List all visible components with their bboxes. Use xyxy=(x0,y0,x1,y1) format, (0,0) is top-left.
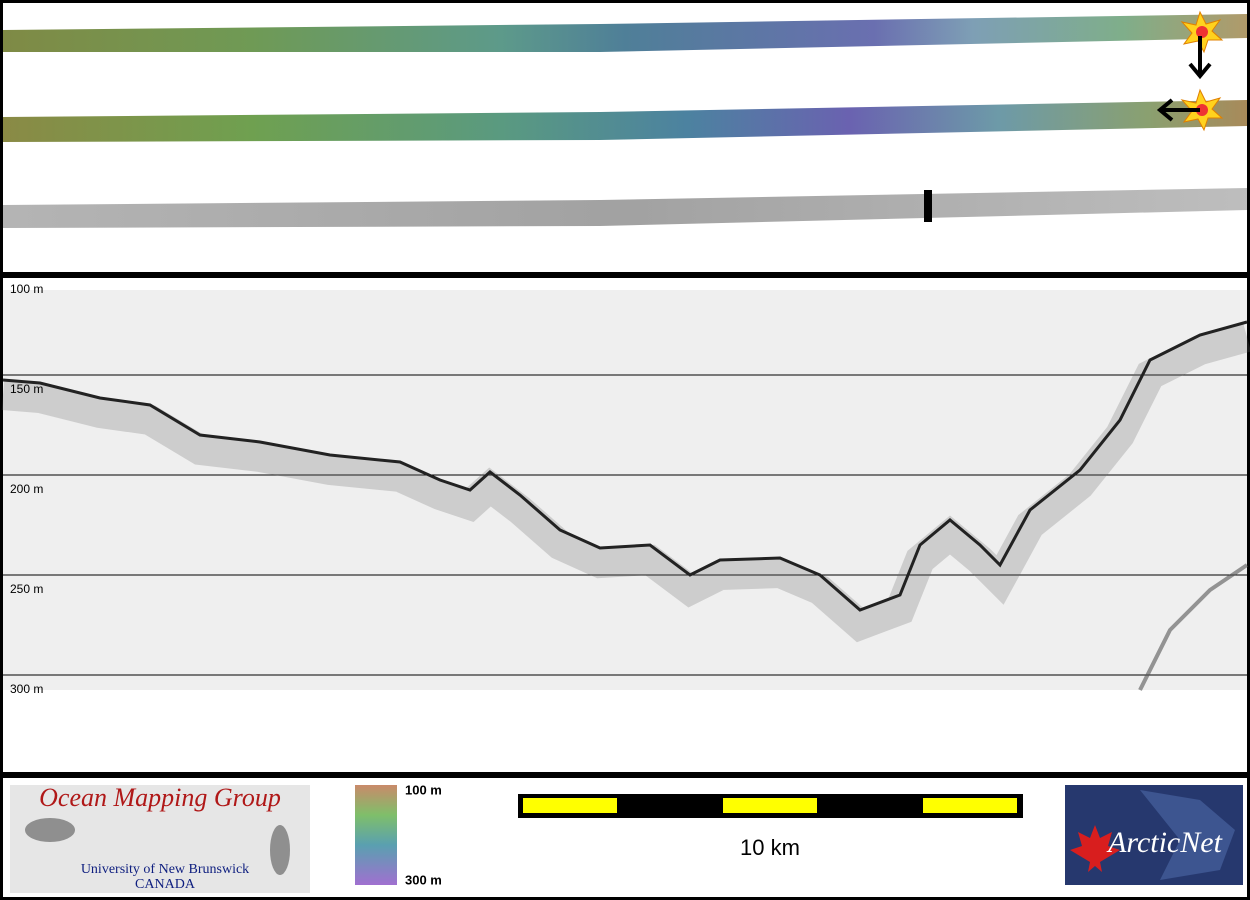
logo-title: Ocean Mapping Group xyxy=(39,783,281,812)
scale-bar-segment xyxy=(923,798,1017,813)
ship-marker-core xyxy=(1196,26,1208,38)
divider xyxy=(0,772,1250,778)
direction-arrow xyxy=(1156,98,1200,122)
depth-grid xyxy=(3,374,1247,676)
backscatter-strip xyxy=(3,188,1247,228)
multiple-echo xyxy=(1138,563,1249,691)
logo-graphic xyxy=(270,825,290,875)
divider xyxy=(0,272,1250,278)
logo-text: University of New Brunswick xyxy=(81,862,249,877)
scale-bar-segment xyxy=(723,798,817,813)
depth-label: 300 m xyxy=(10,682,43,696)
swath-strip xyxy=(3,14,1247,52)
logo-title: ArcticNet xyxy=(1106,826,1223,859)
ship-marker-core xyxy=(1196,104,1208,116)
maple-leaf xyxy=(1070,825,1120,872)
depth-label: 100 m xyxy=(10,282,43,296)
logo-graphic xyxy=(1140,790,1235,880)
backscatter-gap xyxy=(924,190,932,222)
scale-bar-segment xyxy=(523,798,617,813)
depth-label: 200 m xyxy=(10,482,43,496)
direction-arrow xyxy=(1188,36,1212,80)
colorbar xyxy=(355,785,397,885)
logo-graphic xyxy=(25,818,75,842)
logo-text: CANADA xyxy=(135,877,196,892)
depth-label: 150 m xyxy=(10,382,43,396)
colorbar-label: 100 m xyxy=(405,782,442,797)
colorbar-label: 300 m xyxy=(405,872,442,887)
profile-background xyxy=(3,290,1247,690)
swath-strip xyxy=(3,100,1247,142)
seabed-profile xyxy=(2,320,1248,612)
seabed-scatter xyxy=(1,322,1250,643)
scale-bar-label: 10 km xyxy=(740,835,800,860)
depth-label: 250 m xyxy=(10,582,43,596)
